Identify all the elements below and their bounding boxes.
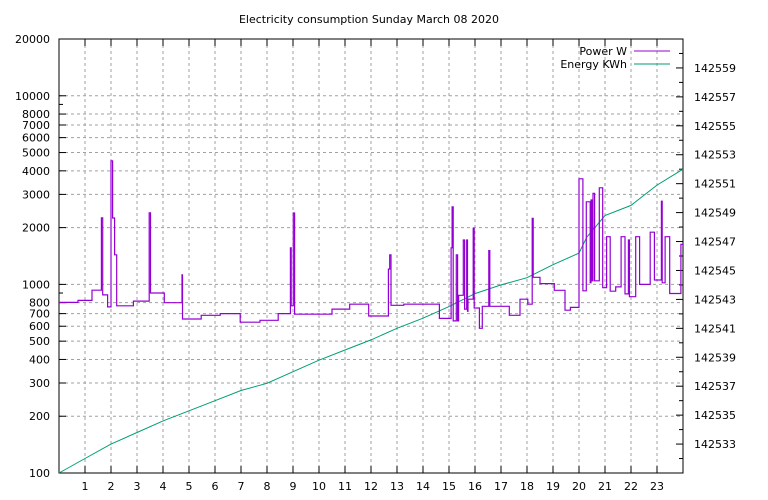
y-tick-label: 200 — [29, 410, 50, 423]
series — [58, 160, 684, 474]
y2-tick-label: 142539 — [694, 351, 736, 364]
plot-border — [58, 38, 684, 474]
y-tick-label: 500 — [29, 335, 50, 348]
y-tick-label: 2000 — [22, 222, 50, 235]
legend-label-energy: Energy KWh — [560, 58, 627, 71]
x-tick-label: 14 — [416, 480, 430, 493]
x-tick-label: 22 — [624, 480, 638, 493]
y-tick-label: 100 — [29, 467, 50, 480]
y-tick-label: 7000 — [22, 119, 50, 132]
power-step-line — [59, 160, 683, 329]
y2-tick-label: 142547 — [694, 236, 736, 249]
y-tick-label: 10000 — [15, 90, 50, 103]
x-tick-label: 20 — [572, 480, 586, 493]
y2-tick-label: 142549 — [694, 207, 736, 220]
y2-tick-label: 142559 — [694, 62, 736, 75]
y-tick-label: 5000 — [22, 147, 50, 160]
y-tick-label: 800 — [29, 297, 50, 310]
y2-tick-label: 142541 — [694, 322, 736, 335]
energy-line — [58, 168, 684, 474]
grid — [59, 39, 683, 473]
y2-tick-label: 142557 — [694, 91, 736, 104]
x-tick-label: 2 — [108, 480, 115, 493]
x-tick-label: 16 — [468, 480, 482, 493]
chart-title: Electricity consumption Sunday March 08 … — [239, 13, 499, 26]
y-tick-label: 600 — [29, 320, 50, 333]
x-tick-label: 18 — [520, 480, 534, 493]
y-tick-label: 8000 — [22, 108, 50, 121]
x-tick-label: 19 — [546, 480, 560, 493]
y2-tick-label: 142543 — [694, 293, 736, 306]
y-tick-label: 4000 — [22, 165, 50, 178]
y2-tick-label: 142555 — [694, 120, 736, 133]
x-tick-label: 11 — [338, 480, 352, 493]
y-tick-label: 3000 — [22, 188, 50, 201]
y2-tick-label: 142553 — [694, 149, 736, 162]
x-tick-label: 17 — [494, 480, 508, 493]
x-tick-label: 12 — [364, 480, 378, 493]
x-tick-label: 15 — [442, 480, 456, 493]
y-tick-label: 700 — [29, 308, 50, 321]
y2-tick-label: 142533 — [694, 438, 736, 451]
legend: Power W Energy KWh — [560, 45, 670, 71]
y2-tick-label: 142535 — [694, 409, 736, 422]
x-tick-label: 9 — [290, 480, 297, 493]
y-tick-label: 400 — [29, 353, 50, 366]
legend-label-power: Power W — [579, 45, 627, 58]
x-tick-label: 5 — [186, 480, 193, 493]
x-tick-label: 3 — [134, 480, 141, 493]
y2-tick-label: 142551 — [694, 178, 736, 191]
y-tick-label: 20000 — [15, 33, 50, 46]
x-tick-label: 4 — [160, 480, 167, 493]
y2-tick-label: 142545 — [694, 264, 736, 277]
y2-tick-label: 142537 — [694, 380, 736, 393]
x-tick-label: 1 — [82, 480, 89, 493]
x-tick-label: 23 — [650, 480, 664, 493]
x-tick-label: 8 — [264, 480, 271, 493]
y-tick-label: 1000 — [22, 278, 50, 291]
x-tick-label: 13 — [390, 480, 404, 493]
x-tick-label: 7 — [238, 480, 245, 493]
y-tick-label: 300 — [29, 377, 50, 390]
x-tick-label: 21 — [598, 480, 612, 493]
y-tick-label: 6000 — [22, 132, 50, 145]
x-tick-label: 6 — [212, 480, 219, 493]
x-tick-label: 10 — [312, 480, 326, 493]
